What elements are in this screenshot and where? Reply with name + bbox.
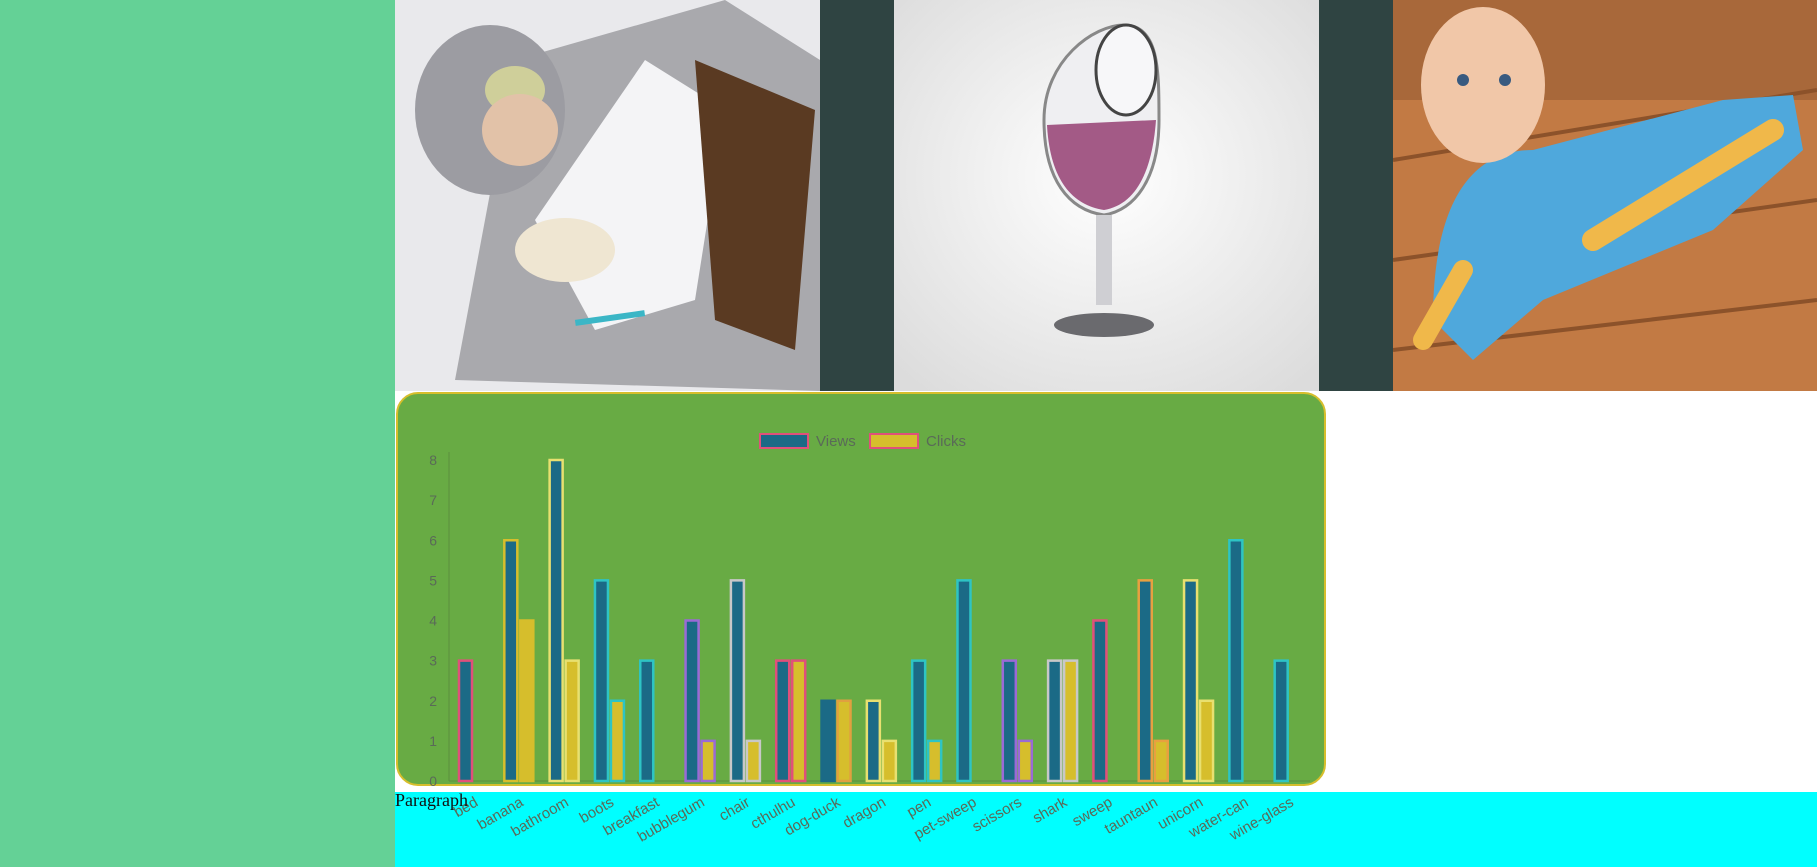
image-gallery xyxy=(395,0,1817,391)
y-tick-label: 8 xyxy=(429,452,437,468)
bar-clicks-pen[interactable] xyxy=(926,739,943,783)
y-tick-label: 2 xyxy=(429,693,437,709)
bar-clicks-banana[interactable] xyxy=(519,619,535,783)
bar-clicks-tauntaun[interactable] xyxy=(1153,739,1169,783)
bar-views-bathroom[interactable] xyxy=(548,458,564,783)
baby-mop-onesie-photo xyxy=(1393,0,1817,391)
x-tick-label: chair xyxy=(716,794,753,825)
bar-views-pen[interactable] xyxy=(910,659,927,783)
left-panel xyxy=(0,0,395,867)
legend-swatch xyxy=(759,433,809,449)
bar-chart-card: Views Clicks 0 1 2 3 4 5 6 7 8 bed banana bathroom b… xyxy=(396,392,1326,846)
bar-views-bubblegum[interactable] xyxy=(684,619,700,783)
wine-glass-photo xyxy=(894,0,1319,391)
bar-clicks-dragon[interactable] xyxy=(881,739,898,783)
y-tick-label: 0 xyxy=(429,773,437,789)
y-tick-label: 4 xyxy=(429,613,437,629)
legend-swatch xyxy=(869,433,919,449)
bar-views-pet-sweep[interactable] xyxy=(956,579,972,783)
chart-legend: Views Clicks xyxy=(759,433,966,450)
legend-item-views[interactable]: Views xyxy=(759,433,856,450)
bar-clicks-bubblegum[interactable] xyxy=(700,739,716,783)
bar-views-shark[interactable] xyxy=(1046,659,1063,783)
legend-label: Clicks xyxy=(926,433,966,450)
bar-clicks-boots[interactable] xyxy=(609,699,626,783)
paragraph-text: Paragraph xyxy=(395,790,468,810)
bar-views-wine-glass[interactable] xyxy=(1273,659,1289,783)
bar-views-boots[interactable] xyxy=(593,579,610,783)
y-tick-label: 7 xyxy=(429,492,437,508)
bar-views-scissors[interactable] xyxy=(1001,659,1018,783)
bar-views-dragon[interactable] xyxy=(865,699,882,783)
bar-views-dog-duck[interactable] xyxy=(820,699,836,783)
bar-views-tauntaun[interactable] xyxy=(1137,579,1153,783)
bar-clicks-scissors[interactable] xyxy=(1017,739,1034,783)
bar-clicks-bathroom[interactable] xyxy=(564,659,580,783)
legend-item-clicks[interactable]: Clicks xyxy=(869,433,966,450)
bar-clicks-shark[interactable] xyxy=(1062,659,1079,783)
x-tick-label: dragon xyxy=(840,794,889,832)
y-tick-label: 1 xyxy=(429,733,437,749)
bar-views-chair[interactable] xyxy=(729,579,746,783)
y-tick-label: 3 xyxy=(429,653,437,669)
bar-views-water-can[interactable] xyxy=(1228,539,1244,783)
bar-clicks-chair[interactable] xyxy=(745,739,762,783)
bar-views-breakfast[interactable] xyxy=(639,659,655,783)
y-tick-label: 5 xyxy=(429,572,437,588)
legend-label: Views xyxy=(816,433,856,450)
kid-sleeping-bag-photo xyxy=(395,0,820,391)
x-tick-label: scissors xyxy=(969,794,1024,836)
bar-views-unicorn[interactable] xyxy=(1182,579,1199,783)
chart-bars xyxy=(457,458,1289,783)
gallery-divider xyxy=(1319,0,1393,391)
x-tick-label: shark xyxy=(1030,793,1071,826)
gallery-divider xyxy=(820,0,894,391)
bar-clicks-cthulhu[interactable] xyxy=(790,659,807,783)
bar-clicks-dog-duck[interactable] xyxy=(836,699,852,783)
footer-cyan-bar xyxy=(395,792,1817,867)
bar-clicks-unicorn[interactable] xyxy=(1198,699,1215,783)
bar-views-bed[interactable] xyxy=(457,659,474,783)
y-tick-label: 6 xyxy=(429,532,437,548)
bar-views-cthulhu[interactable] xyxy=(774,659,791,783)
bar-views-sweep[interactable] xyxy=(1092,619,1108,783)
bar-views-banana[interactable] xyxy=(503,539,519,783)
